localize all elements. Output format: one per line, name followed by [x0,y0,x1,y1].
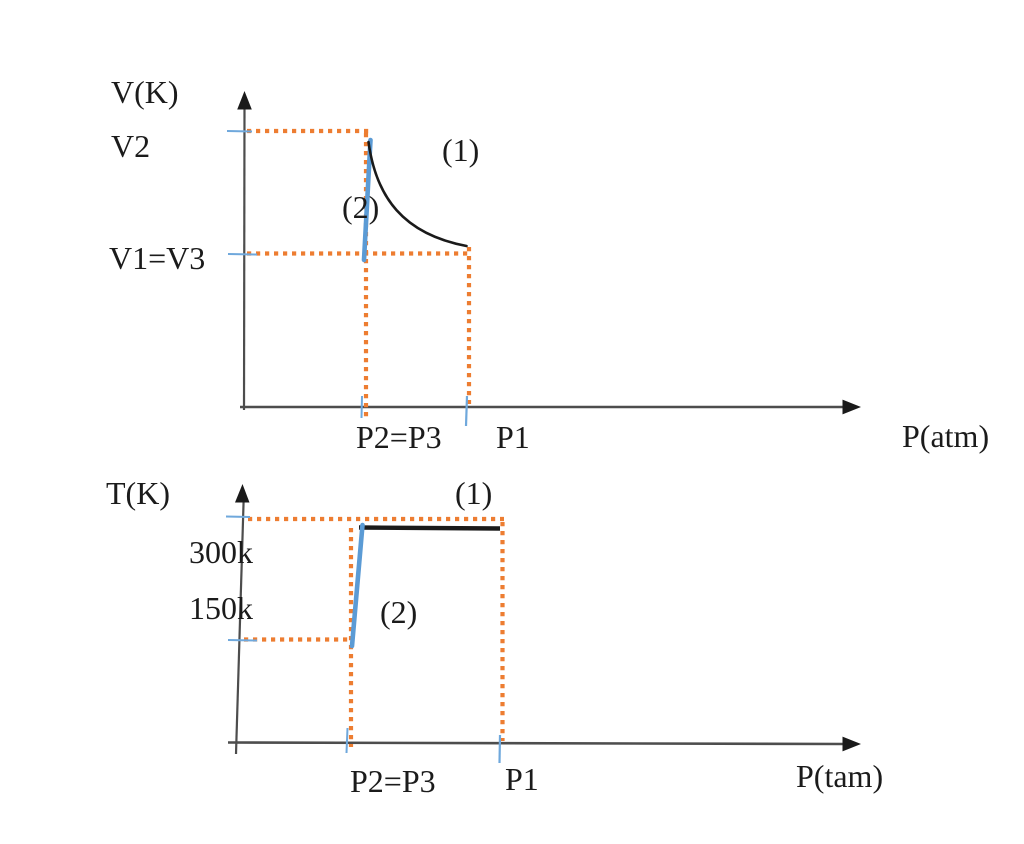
pv-y-tick-label-v1v3: V1=V3 [109,240,206,276]
pt-y-tick-label-300k: 300k [189,534,253,570]
pt-process1-label: (1) [455,475,493,511]
pv-y-tick-label-v2: V2 [111,128,151,164]
pt-y-axis-title: T(K) [106,475,170,511]
pv-x-tick-label-p1: P1 [496,419,530,455]
pt-x-axis-title: P(tam) [796,758,884,794]
pv-y-axis [242,105,246,411]
pt-y-tick-label-150k: 150k [189,590,253,626]
pv-process1-label: (1) [442,132,480,168]
pt-tick-p1 [498,734,502,764]
pt-tick-p2 [345,727,349,754]
pv-x-tick-label-p2p3: P2=P3 [356,419,442,455]
pv-tick-v1 [227,253,258,256]
pt-process2-segment [349,522,365,649]
pt-y-axis-arrow [235,484,250,503]
pv-y-axis-title: V(K) [111,74,179,110]
pt-process2-label: (2) [380,594,418,630]
pv-process2-label: (2) [342,189,380,225]
pt-chart [225,484,861,764]
pv-process1-curve [367,140,468,248]
pt-x-axis-arrow [842,736,861,752]
pv-chart [226,91,861,427]
pt-y-axis [234,500,245,755]
pt-tick-150k [227,639,258,642]
pt-process1-line [358,525,501,531]
pt-x-axis [227,741,846,746]
pv-tick-p2 [360,395,363,419]
pv-x-axis-title: P(atm) [902,418,990,454]
pv-y-axis-arrow [237,91,252,110]
pv-x-axis-arrow [842,399,861,415]
pt-x-tick-label-p2p3: P2=P3 [350,763,436,799]
pt-tick-300k [225,515,251,518]
pt-x-tick-label-p1: P1 [505,761,539,797]
pv-process2-segment [361,137,373,263]
pv-tick-v2 [226,130,253,133]
pv-tick-p1 [464,395,469,427]
